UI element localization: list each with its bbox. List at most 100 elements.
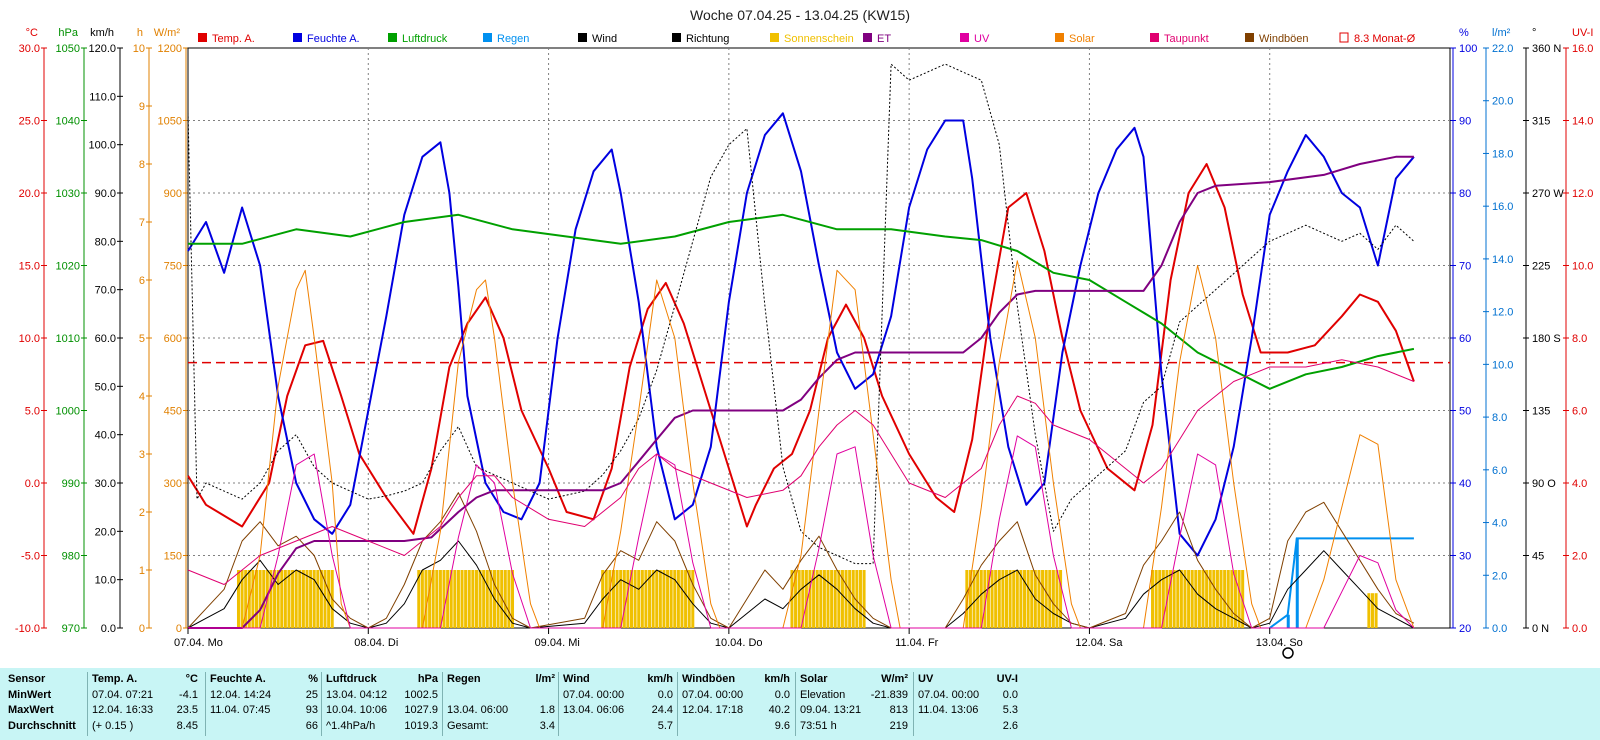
- stats-value: 5.7: [657, 719, 673, 732]
- sunshine-bar: [319, 570, 323, 628]
- sunshine-bar: [1241, 570, 1245, 628]
- right-tick-label: 4.0: [1492, 518, 1507, 530]
- stats-sensor-name: Temp. A.: [92, 673, 138, 685]
- sunshine-bar: [507, 570, 511, 628]
- legend-swatch: [1055, 33, 1064, 42]
- right-tick-label: 10.0: [1572, 261, 1593, 273]
- sunshine-bar: [1151, 570, 1155, 628]
- right-tick-label: 12.0: [1492, 307, 1513, 319]
- left-tick-label: 1000: [56, 406, 80, 418]
- stats-block-header: UV UV-I: [918, 672, 1018, 688]
- sunshine-bar: [812, 570, 816, 628]
- sunshine-bar: [666, 570, 670, 628]
- left-tick-label: 6: [139, 275, 145, 287]
- chart-series: [187, 63, 1450, 629]
- stats-block: Feuchte A.% 12.04. 14:24 25 11.04. 07:45 93 6…: [210, 672, 318, 734]
- stats-block-row: 07.04. 00:00 0.0: [918, 688, 1018, 704]
- right-tick-label: 315: [1532, 116, 1550, 128]
- left-tick-label: 970: [62, 623, 80, 635]
- left-tick-label: 1020: [56, 261, 80, 273]
- series-luftdruck-line: [188, 213, 1415, 390]
- sunshine-bar: [1212, 570, 1216, 628]
- sunshine-bar: [291, 570, 295, 628]
- sunshine-bar: [301, 570, 305, 628]
- stats-time: 10.04. 10:06: [326, 704, 388, 716]
- sunshine-bar: [1015, 570, 1019, 628]
- sunshine-bar: [244, 570, 248, 628]
- stats-time: 09.04. 13:21: [800, 704, 862, 716]
- legend-label: Luftdruck: [402, 33, 448, 45]
- sunshine-bar: [1194, 570, 1198, 628]
- stats-row-min: MinWert: [8, 688, 52, 701]
- right-tick-label: 180 S: [1532, 333, 1561, 345]
- left-tick-label: 120.0: [88, 43, 116, 55]
- left-axes: °C-10.0-5.00.05.010.015.020.025.030.0hPa…: [15, 27, 189, 635]
- stats-unit: l/m²: [535, 673, 555, 685]
- legend-swatch: [1339, 32, 1349, 43]
- stats-block: Temp. A. °C 07.04. 07:21 -4.1 12.04. 16:33 23…: [92, 672, 198, 734]
- right-tick-label: 270 W: [1532, 188, 1564, 200]
- sunshine-bar: [1226, 570, 1230, 628]
- stats-separator: [205, 672, 206, 736]
- sunshine-bar: [1205, 570, 1209, 628]
- right-tick-label: 22.0: [1492, 43, 1513, 55]
- left-tick-label: 900: [164, 188, 182, 200]
- left-tick-label: 990: [62, 478, 80, 490]
- right-tick-label: 12.0: [1572, 188, 1593, 200]
- sunshine-bar: [424, 570, 428, 628]
- stats-time: 12.04. 17:18: [682, 704, 744, 716]
- sunshine-bar: [456, 570, 460, 628]
- stats-block-row: 12.04. 16:33 23.5: [92, 703, 198, 719]
- left-tick-label: 5.0: [25, 406, 40, 418]
- sunshine-bar: [489, 570, 493, 628]
- sunshine-bar: [630, 570, 634, 628]
- legend-swatch: [1245, 33, 1254, 42]
- legend-swatch: [198, 33, 207, 42]
- sunshine-bar: [644, 570, 648, 628]
- stats-block: Solar W/m² Elevation -21.839 09.04. 13:21 813…: [800, 672, 908, 734]
- right-tick-label: 360 N: [1532, 43, 1561, 55]
- sunshine-bar: [294, 570, 298, 628]
- stats-time: 13.04. 06:06: [563, 704, 625, 716]
- stats-row-max: MaxWert: [8, 704, 54, 716]
- sunshine-bar: [1019, 570, 1023, 628]
- sunshine-bar: [280, 570, 284, 628]
- sunshine-bar: [1012, 570, 1016, 628]
- sunshine-bar: [822, 570, 826, 628]
- right-axis-unit: °: [1532, 27, 1536, 39]
- right-tick-label: 10.0: [1492, 359, 1513, 371]
- sunshine-bar: [1008, 570, 1012, 628]
- sunshine-bar: [449, 570, 453, 628]
- legend-swatch: [770, 33, 779, 42]
- rain-bar: [1286, 614, 1290, 628]
- stats-time: (+ 0.15 ): [92, 719, 134, 732]
- sunshine-bar: [255, 570, 259, 628]
- sunshine-bar: [323, 570, 327, 628]
- sunshine-bar: [1154, 570, 1158, 628]
- right-tick-label: 0.0: [1492, 623, 1507, 635]
- sunshine-bar: [858, 570, 862, 628]
- sunshine-bar: [1208, 570, 1212, 628]
- sunshine-bar: [680, 570, 684, 628]
- sunshine-bar: [1044, 570, 1048, 628]
- sunshine-bar: [478, 570, 482, 628]
- stats-value: 2.6: [1002, 719, 1018, 732]
- stats-sensor-name: UV: [918, 673, 934, 685]
- stats-separator: [558, 672, 559, 736]
- left-tick-label: 20.0: [95, 526, 116, 538]
- sunshine-bar: [808, 570, 812, 628]
- sunshine-bar: [474, 570, 478, 628]
- stats-value: 93: [305, 704, 318, 716]
- left-tick-label: 1010: [56, 333, 80, 345]
- left-tick-label: 1: [139, 565, 145, 577]
- left-tick-label: 40.0: [95, 430, 116, 442]
- series-wind-line: [187, 540, 1415, 629]
- legend-label: Regen: [497, 33, 529, 45]
- sunshine-bar: [496, 570, 500, 628]
- sunshine-bar: [794, 570, 798, 628]
- sunshine-bar: [1219, 570, 1223, 628]
- left-tick-label: 1040: [56, 116, 80, 128]
- sunshine-bar: [446, 570, 450, 628]
- stats-block-row: 10.04. 10:06 1027.9: [326, 703, 438, 719]
- stats-block-row: 11.04. 13:06 5.3: [918, 703, 1018, 719]
